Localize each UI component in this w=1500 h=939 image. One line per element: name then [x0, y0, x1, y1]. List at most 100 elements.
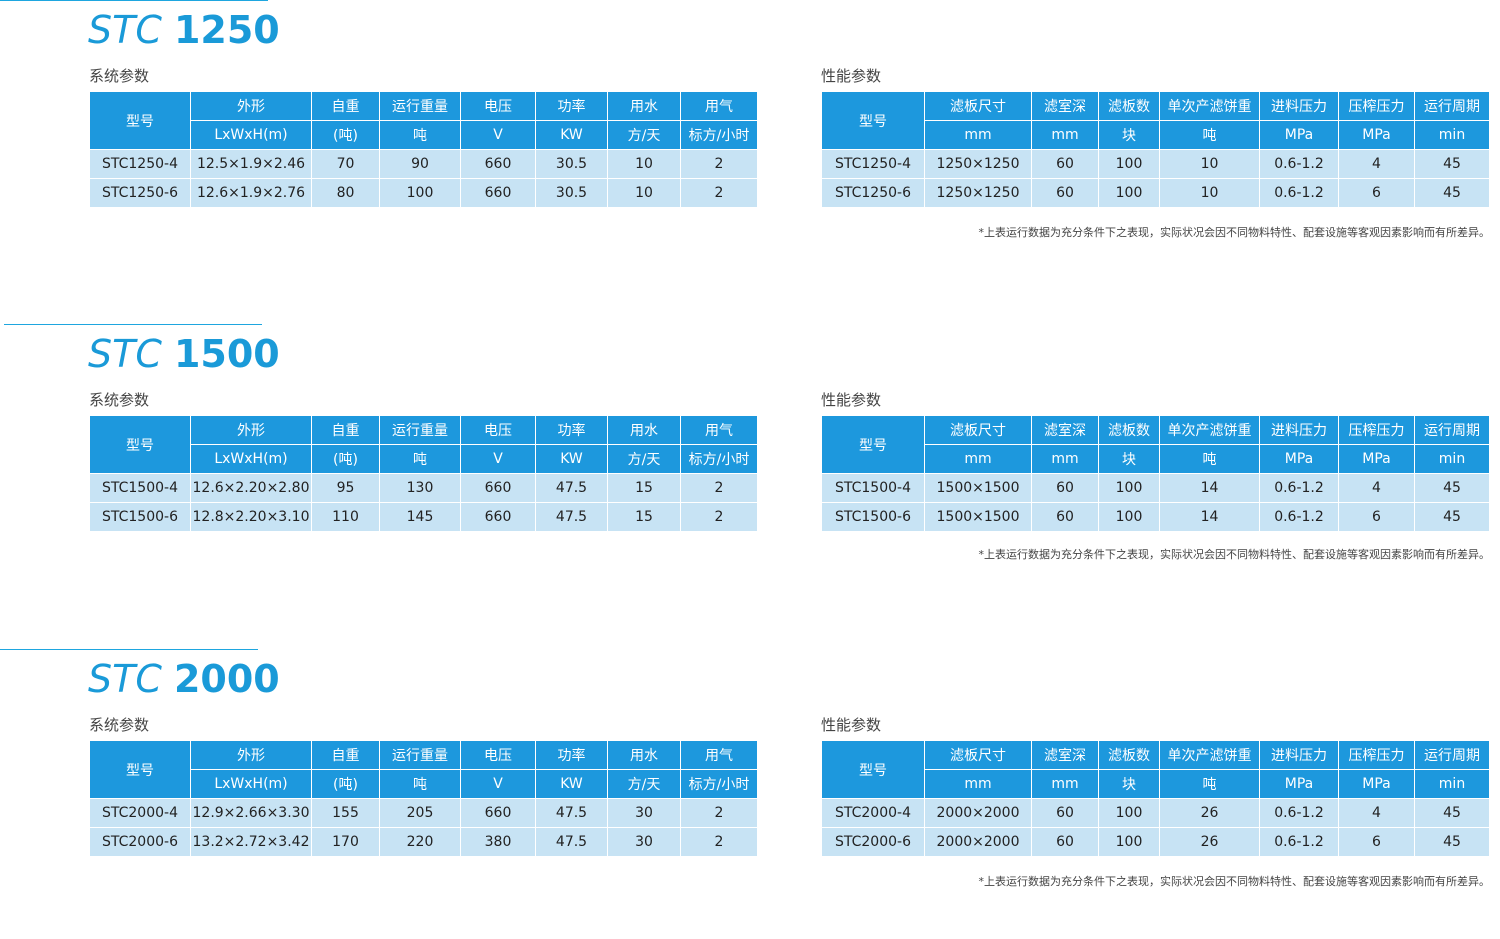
table-cell: 13.2×2.72×3.42 [190, 827, 312, 857]
table-row: STC2000-4 2000×2000 60 100 26 0.6-1.2 4 45 [821, 798, 1490, 828]
model-cell: STC2000-6 [821, 827, 925, 857]
system-params-caption: 系统参数 [89, 716, 150, 734]
unit-header: (吨) [311, 120, 380, 150]
table-cell: 80 [311, 178, 380, 208]
unit-header: KW [535, 769, 608, 799]
table-cell: 0.6-1.2 [1259, 827, 1339, 857]
unit-header: 块 [1098, 444, 1160, 474]
table-cell: 100 [1098, 473, 1160, 503]
model-cell: STC2000-6 [89, 827, 191, 857]
column-header: 外形 [190, 415, 312, 445]
table-cell: 10 [1159, 149, 1260, 179]
table-cell: 220 [379, 827, 461, 857]
table-cell: 660 [460, 149, 536, 179]
performance-params-table: 型号 滤板尺寸 滤室深 滤板数 单次产滤饼重 进料压力 压榨压力 运行周期 mm mm 块吨 MPa M… [821, 415, 1490, 532]
table-cell: 660 [460, 178, 536, 208]
performance-params-caption: 性能参数 [821, 716, 882, 734]
table-cell: 70 [311, 149, 380, 179]
unit-header: V [460, 120, 536, 150]
model-title: STC 1250 [88, 8, 280, 52]
table-cell: 14 [1159, 502, 1260, 532]
unit-header: 吨 [1159, 120, 1260, 150]
column-header: 滤板数 [1098, 415, 1160, 445]
column-header: 运行周期 [1414, 415, 1490, 445]
unit-header: mm [1031, 769, 1099, 799]
table-cell: 6 [1338, 178, 1415, 208]
unit-header: 吨 [1159, 444, 1260, 474]
unit-header: min [1414, 444, 1490, 474]
model-cell: STC2000-4 [821, 798, 925, 828]
header-row-names: 型号 外形 自重 运行重量 电压 功率 用水 用气 [89, 91, 758, 150]
table-cell: 60 [1031, 798, 1099, 828]
table-cell: 1500×1500 [924, 502, 1032, 532]
table-cell: 100 [1098, 178, 1160, 208]
table-cell: 45 [1414, 827, 1490, 857]
unit-header: 吨 [379, 120, 461, 150]
model-cell: STC1500-4 [89, 473, 191, 503]
table-cell: 10 [607, 178, 681, 208]
table-cell: 4 [1338, 798, 1415, 828]
model-header: 型号 [821, 740, 925, 799]
performance-params-caption: 性能参数 [821, 391, 882, 409]
table-cell: 47.5 [535, 502, 608, 532]
column-header: 运行重量 [379, 415, 461, 445]
column-header: 外形 [190, 91, 312, 121]
unit-header: LxWxH(m) [190, 769, 312, 799]
table-cell: 60 [1031, 502, 1099, 532]
table-cell: 0.6-1.2 [1259, 149, 1339, 179]
table-cell: 12.9×2.66×3.30 [190, 798, 312, 828]
column-header: 自重 [311, 740, 380, 770]
unit-header: mm [924, 120, 1032, 150]
table-cell: 30 [607, 798, 681, 828]
column-header: 功率 [535, 91, 608, 121]
product-section: STC 2000 系统参数 性能参数 型号 外形 自重 运行重量 电压 功率 用水 用气 LxWxH(… [0, 649, 1500, 939]
column-header: 进料压力 [1259, 91, 1339, 121]
unit-header: 吨 [379, 444, 461, 474]
table-cell: 100 [379, 178, 461, 208]
table-cell: 60 [1031, 178, 1099, 208]
column-header: 单次产滤饼重 [1159, 91, 1260, 121]
table-cell: 2 [680, 149, 758, 179]
table-cell: 47.5 [535, 473, 608, 503]
unit-header: MPa [1259, 120, 1339, 150]
table-cell: 145 [379, 502, 461, 532]
model-header: 型号 [821, 415, 925, 474]
model-cell: STC1250-6 [89, 178, 191, 208]
table-cell: 6 [1338, 502, 1415, 532]
table-cell: 30 [607, 827, 681, 857]
column-header: 电压 [460, 740, 536, 770]
unit-header: MPa [1338, 769, 1415, 799]
table-cell: 170 [311, 827, 380, 857]
unit-header: V [460, 769, 536, 799]
table-row: STC2000-6 2000×2000 60 100 26 0.6-1.2 6 45 [821, 827, 1490, 857]
table-cell: 2 [680, 178, 758, 208]
footnote: *上表运行数据为充分条件下之表现，实际状况会因不同物料特性、配套设施等客观因素影… [978, 875, 1491, 888]
model-title-prefix: STC [88, 657, 162, 701]
header-row-units: mm mm 块吨 MPa MPa min [822, 120, 1490, 150]
table-cell: 380 [460, 827, 536, 857]
model-header: 型号 [821, 91, 925, 150]
table-cell: 60 [1031, 473, 1099, 503]
header-row-names: 型号 滤板尺寸 滤室深 滤板数 单次产滤饼重 进料压力 压榨压力 运行周期 [821, 415, 1490, 474]
unit-header: min [1414, 120, 1490, 150]
column-header: 用气 [680, 415, 758, 445]
unit-header: min [1414, 769, 1490, 799]
table-cell: 47.5 [535, 798, 608, 828]
table-cell: 95 [311, 473, 380, 503]
column-header: 电压 [460, 415, 536, 445]
column-header: 运行重量 [379, 91, 461, 121]
section-divider [0, 0, 268, 1]
column-header: 用气 [680, 91, 758, 121]
table-cell: 15 [607, 502, 681, 532]
table-cell: 30.5 [535, 178, 608, 208]
column-header: 用水 [607, 91, 681, 121]
table-cell: 30.5 [535, 149, 608, 179]
table-cell: 12.8×2.20×3.10 [190, 502, 312, 532]
table-cell: 2 [680, 502, 758, 532]
column-header: 压榨压力 [1338, 415, 1415, 445]
unit-header: MPa [1259, 444, 1339, 474]
column-header: 进料压力 [1259, 415, 1339, 445]
table-cell: 2 [680, 798, 758, 828]
table-row: STC1250-4 1250×1250 60 100 10 0.6-1.2 4 45 [821, 149, 1490, 179]
table-row: STC2000-6 13.2×2.72×3.42 170 220 380 47.5 30 2 [89, 827, 758, 857]
